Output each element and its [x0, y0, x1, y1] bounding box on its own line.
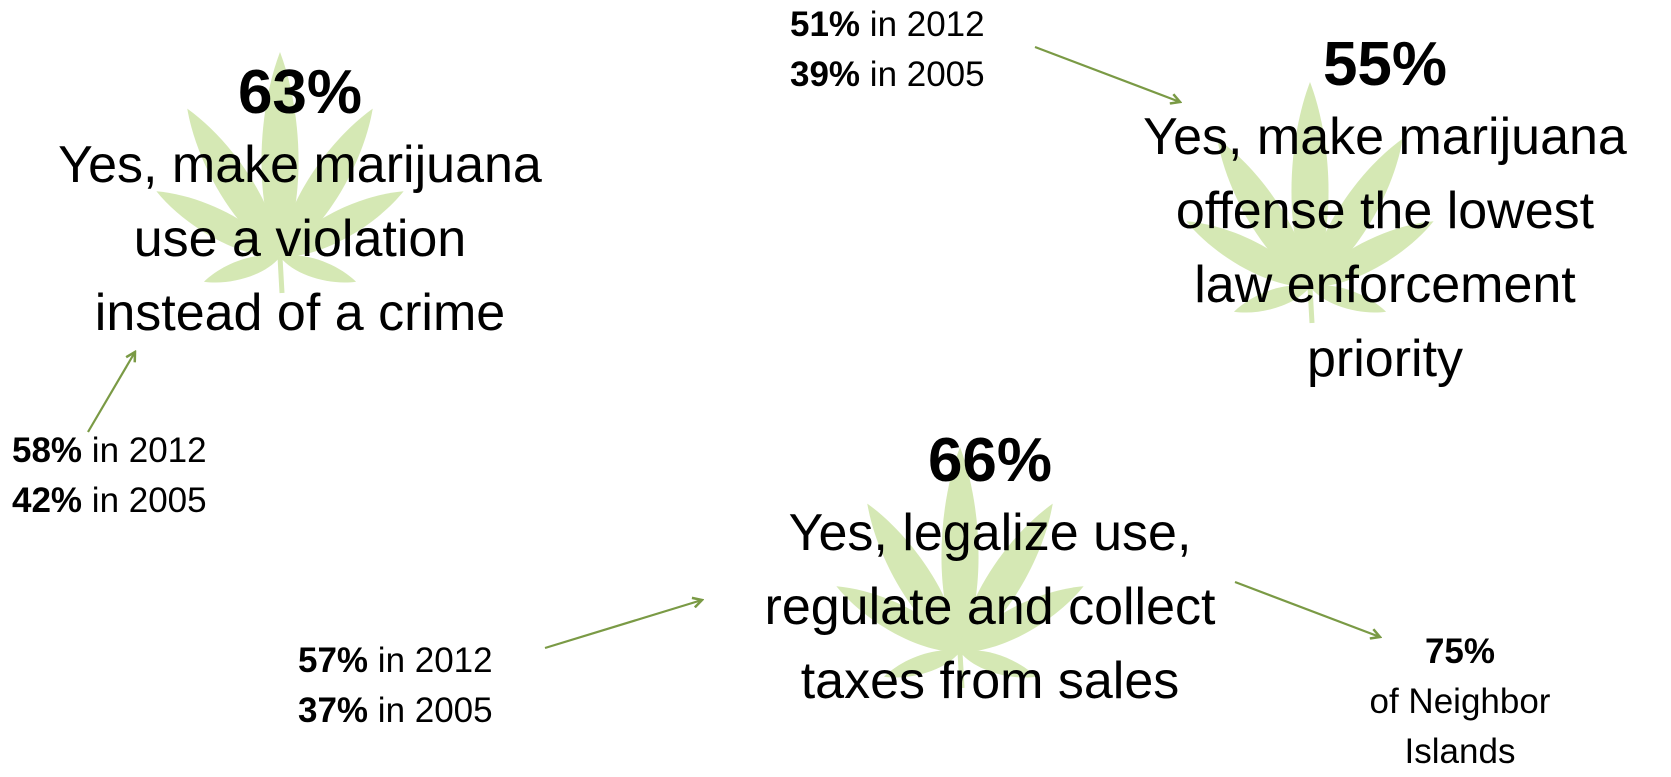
neighbor-islands-note: 75% of Neighbor Islands [1330, 627, 1590, 777]
history-label: in 2012 [368, 641, 493, 680]
statement-line: use a violation [133, 210, 467, 268]
history-value: 57% [298, 641, 369, 680]
statement-lowest-priority: 55% Yes, make marijuana offense the lowe… [1100, 30, 1670, 396]
history-row: 37% in 2005 [298, 686, 493, 736]
cannabis-leaf-icon [1186, 82, 1434, 324]
note-line: of Neighbor [1369, 682, 1551, 721]
statement-text: Yes, legalize use, regulate and collect … [690, 496, 1290, 718]
statement-line: law enforcement [1194, 256, 1576, 314]
cannabis-leaf-icon [836, 447, 1084, 689]
cannabis-leaf-icon [156, 52, 404, 294]
history-label: in 2012 [860, 5, 985, 44]
statement-line: taxes from sales [800, 652, 1180, 710]
history-value: 37% [298, 691, 369, 730]
statement-line: priority [1306, 330, 1464, 388]
history-row: 39% in 2005 [790, 50, 985, 100]
statement-line: Yes, legalize use, [788, 504, 1192, 562]
history-row: 58% in 2012 [12, 426, 207, 476]
history-value: 58% [12, 431, 83, 470]
history-row: 42% in 2005 [12, 476, 207, 526]
history-row: 51% in 2012 [790, 0, 985, 50]
note-line: Islands [1404, 732, 1516, 771]
history-lowest-priority: 51% in 2012 39% in 2005 [790, 0, 985, 100]
history-label: in 2012 [82, 431, 207, 470]
history-label: in 2005 [368, 691, 493, 730]
arrow-icon [87, 352, 135, 433]
history-violation: 58% in 2012 42% in 2005 [12, 426, 207, 526]
history-value: 42% [12, 481, 83, 520]
history-label: in 2005 [860, 55, 985, 94]
statement-line: Yes, make marijuana [1143, 108, 1627, 166]
history-value: 39% [790, 55, 861, 94]
statement-line: offense the lowest [1175, 182, 1595, 240]
arrow-icon [544, 600, 702, 650]
statement-legalize: 66% Yes, legalize use, regulate and coll… [690, 426, 1290, 718]
statement-text: Yes, make marijuana offense the lowest l… [1100, 100, 1670, 396]
note-percent: 75% [1424, 632, 1496, 671]
history-value: 51% [790, 5, 861, 44]
statement-line: instead of a crime [94, 284, 506, 342]
arrow-icon [1234, 580, 1380, 637]
statement-text: Yes, make marijuana use a violation inst… [0, 128, 600, 350]
history-label: in 2005 [82, 481, 207, 520]
statement-percent: 66% [927, 426, 1053, 495]
statement-line: Yes, make marijuana [58, 136, 542, 194]
statement-percent: 63% [237, 58, 363, 127]
statement-percent: 55% [1322, 30, 1448, 99]
arrow-icon [1034, 45, 1180, 102]
history-row: 57% in 2012 [298, 636, 493, 686]
statement-line: regulate and collect [764, 578, 1216, 636]
history-legalize: 57% in 2012 37% in 2005 [298, 636, 493, 736]
statement-violation: 63% Yes, make marijuana use a violation … [0, 58, 600, 350]
